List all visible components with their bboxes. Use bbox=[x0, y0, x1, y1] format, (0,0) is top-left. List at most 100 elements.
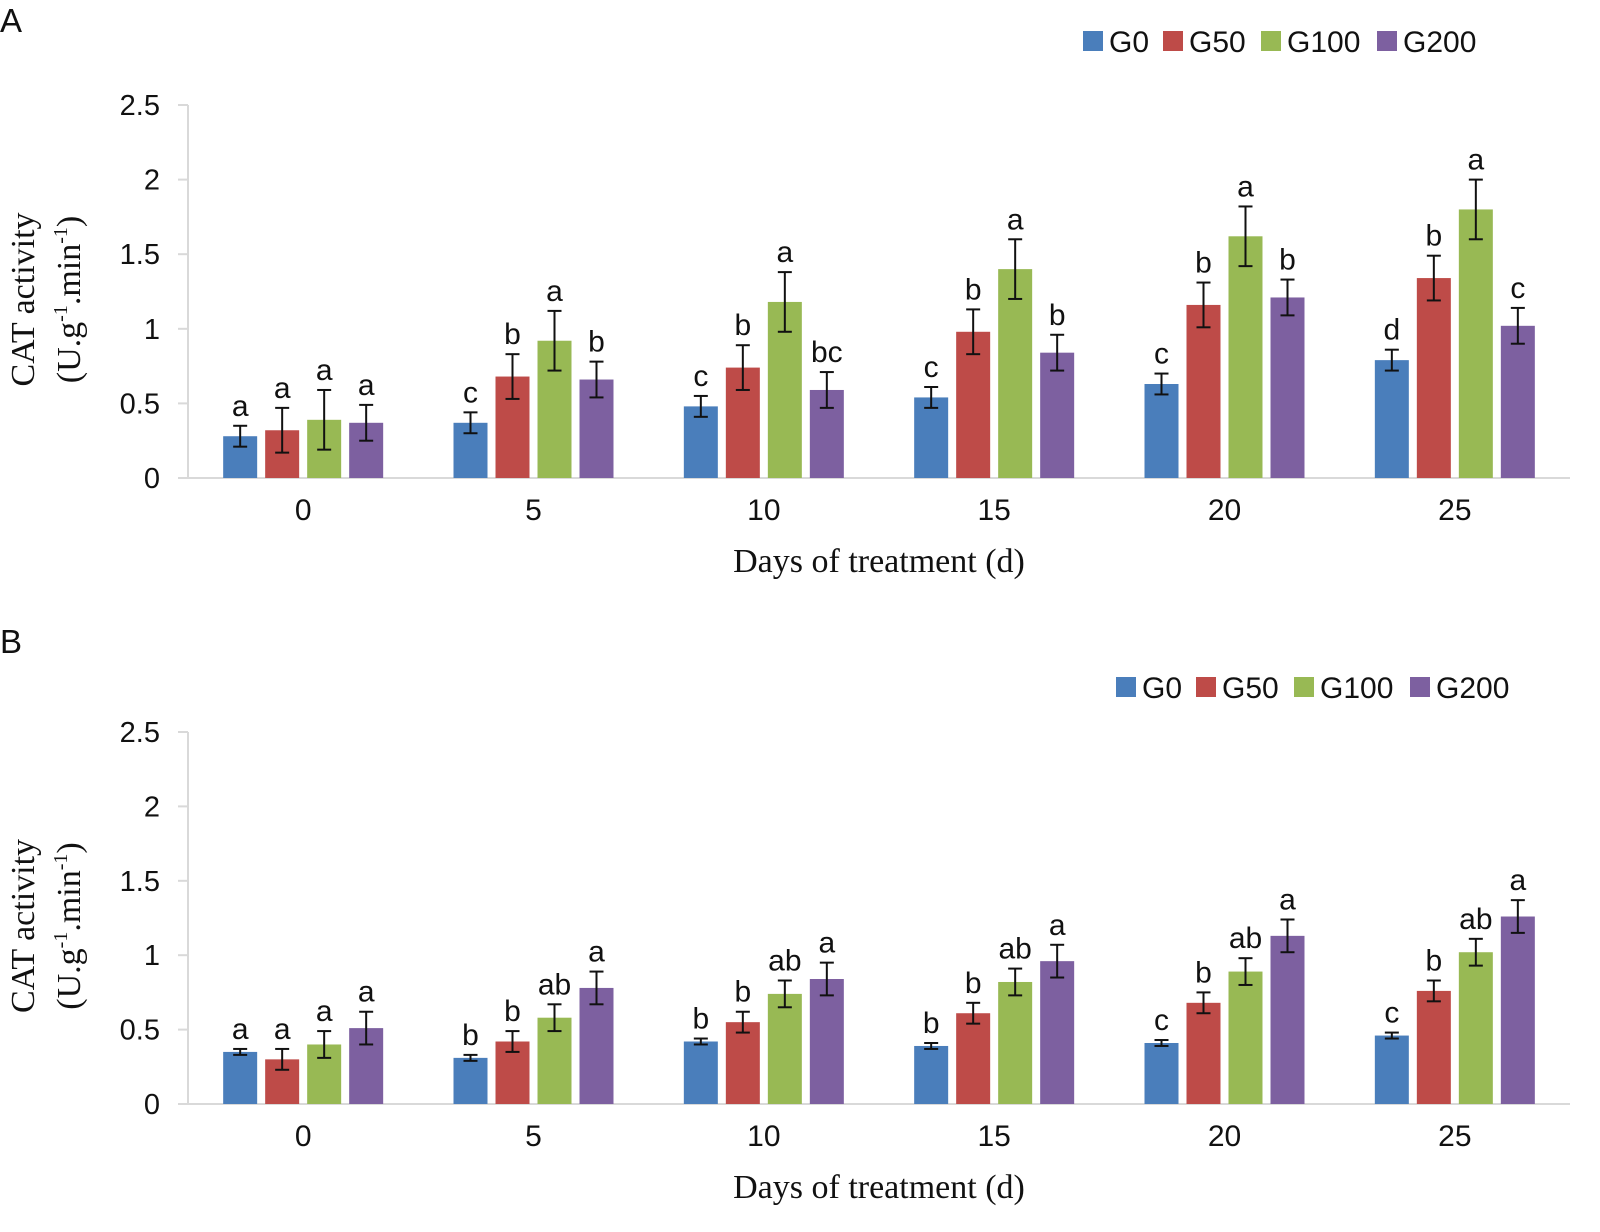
significance-label: ab bbox=[998, 933, 1031, 966]
bar-g100 bbox=[1458, 952, 1493, 1104]
significance-label: a bbox=[274, 1013, 291, 1046]
significance-label: c bbox=[1154, 338, 1169, 371]
significance-label: ab bbox=[538, 968, 571, 1001]
y-tick-label: 0 bbox=[144, 463, 160, 495]
y-axis-label-line1: CAT activity bbox=[5, 839, 42, 1013]
bar-group-day-20: c b a b bbox=[1144, 170, 1305, 478]
significance-label: b bbox=[734, 976, 751, 1009]
bar-g100 bbox=[998, 269, 1033, 478]
bar-g200 bbox=[579, 987, 614, 1104]
bar-g200 bbox=[1040, 961, 1075, 1104]
legend-item-g100: G100 bbox=[1261, 26, 1360, 59]
legend-label: G100 bbox=[1287, 26, 1360, 59]
x-tick-label: 5 bbox=[525, 1120, 542, 1153]
bar-g200 bbox=[1500, 325, 1535, 478]
x-tick-label: 0 bbox=[295, 1120, 312, 1153]
y-tick-label: 0.5 bbox=[120, 388, 160, 420]
y-tick-label: 2 bbox=[144, 791, 160, 823]
bar-g0 bbox=[683, 406, 718, 478]
y-tick-label: 2.5 bbox=[120, 717, 160, 749]
significance-label: a bbox=[1509, 864, 1526, 897]
significance-label: a bbox=[1279, 883, 1296, 916]
significance-label: a bbox=[546, 275, 563, 308]
bar-group-day-25: d b a c bbox=[1374, 144, 1535, 478]
bar-g100 bbox=[1228, 236, 1263, 478]
bar-g0 bbox=[1374, 360, 1409, 478]
legend-label: G200 bbox=[1436, 672, 1509, 705]
bar-g50 bbox=[1416, 278, 1451, 478]
panel-label: A bbox=[0, 2, 22, 39]
y-unit-part: .min bbox=[51, 244, 88, 305]
y-tick-label: 1.5 bbox=[120, 239, 160, 271]
x-tick-label: 5 bbox=[525, 494, 542, 527]
bar-g50 bbox=[956, 1013, 991, 1104]
significance-label: a bbox=[1007, 203, 1024, 236]
bar-g0 bbox=[914, 1045, 949, 1104]
significance-label: c bbox=[463, 376, 478, 409]
bar-g50 bbox=[725, 1022, 760, 1104]
legend-label: G50 bbox=[1222, 672, 1279, 705]
y-tick-label: 2.5 bbox=[120, 90, 160, 122]
bar-g50 bbox=[956, 331, 991, 478]
legend-label: G50 bbox=[1189, 26, 1246, 59]
legend-item-g50: G50 bbox=[1196, 672, 1279, 705]
legend: G0 G50 G100 G200 bbox=[1116, 672, 1509, 705]
bar-g0 bbox=[1374, 1035, 1409, 1104]
y-axis-label: CAT activity (U.g-1.min-1) bbox=[5, 212, 88, 386]
significance-label: a bbox=[776, 236, 793, 269]
x-tick-label: 25 bbox=[1438, 1120, 1471, 1153]
legend-item-g100: G100 bbox=[1294, 672, 1393, 705]
bar-g100 bbox=[767, 993, 802, 1104]
significance-label: b bbox=[1425, 220, 1442, 253]
y-unit-part: .min bbox=[51, 870, 88, 931]
legend-item-g50: G50 bbox=[1163, 26, 1246, 59]
bar-g100 bbox=[1458, 209, 1493, 478]
significance-label: b bbox=[1195, 956, 1212, 989]
panel-label: B bbox=[0, 623, 22, 660]
significance-label: ab bbox=[1229, 922, 1262, 955]
significance-label: ab bbox=[768, 944, 801, 977]
legend-label: G0 bbox=[1109, 26, 1149, 59]
legend-swatch bbox=[1410, 677, 1430, 697]
significance-label: b bbox=[965, 967, 982, 1000]
bar-g200 bbox=[1040, 352, 1075, 478]
significance-label: c bbox=[1384, 997, 1399, 1030]
significance-label: b bbox=[692, 1003, 709, 1036]
significance-label: b bbox=[734, 309, 751, 342]
x-axis-label: Days of treatment (d) bbox=[733, 543, 1025, 580]
legend-item-g200: G200 bbox=[1410, 672, 1509, 705]
bar-g0 bbox=[1144, 1042, 1179, 1104]
bar-g200 bbox=[1270, 935, 1305, 1104]
y-tick-label: 0.5 bbox=[120, 1015, 160, 1047]
significance-label: a bbox=[316, 354, 333, 387]
significance-label: bc bbox=[811, 336, 843, 369]
significance-label: b bbox=[923, 1007, 940, 1040]
legend-label: G200 bbox=[1403, 26, 1476, 59]
legend-swatch bbox=[1377, 31, 1397, 51]
y-tick-label: 1.5 bbox=[120, 866, 160, 898]
legend: G0 G50 G100 G200 bbox=[1083, 26, 1476, 59]
significance-label: b bbox=[1279, 244, 1296, 277]
bar-g0 bbox=[453, 1057, 488, 1104]
y-unit-exponent: -1 bbox=[50, 932, 72, 949]
y-axis-label: CAT activity (U.g-1.min-1) bbox=[5, 839, 88, 1013]
bar-g0 bbox=[683, 1041, 718, 1104]
significance-label: a bbox=[588, 936, 605, 969]
significance-label: a bbox=[1467, 144, 1484, 177]
significance-label: b bbox=[504, 995, 521, 1028]
legend-label: G100 bbox=[1320, 672, 1393, 705]
x-tick-label: 10 bbox=[747, 494, 780, 527]
significance-label: b bbox=[965, 273, 982, 306]
x-tick-label: 20 bbox=[1208, 1120, 1241, 1153]
significance-label: b bbox=[1195, 247, 1212, 280]
significance-label: a bbox=[232, 1013, 249, 1046]
y-unit-part: ) bbox=[51, 216, 88, 227]
